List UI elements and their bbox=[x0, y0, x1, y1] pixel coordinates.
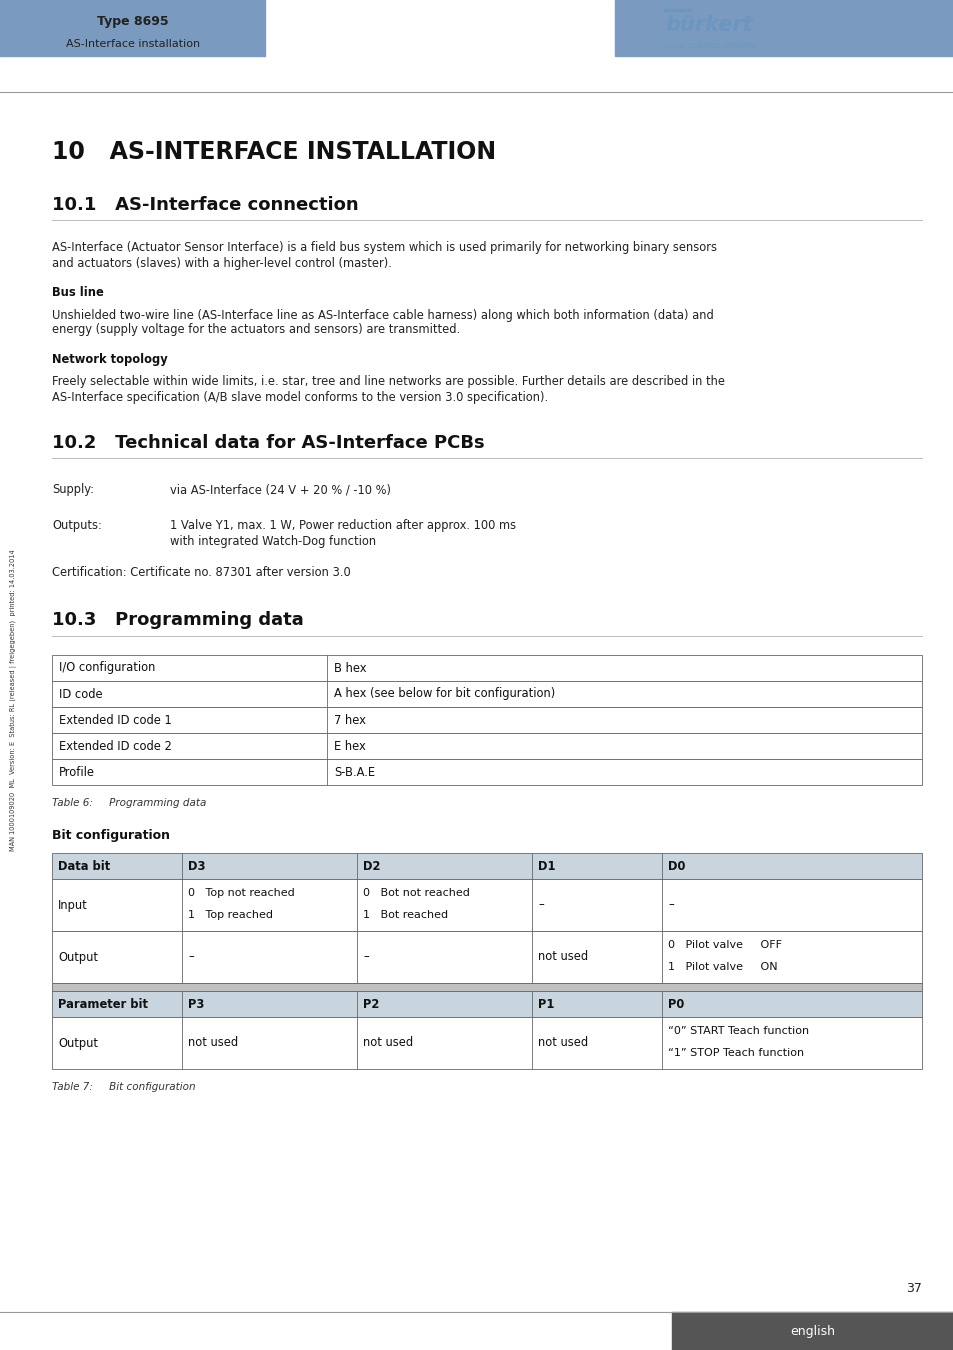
Text: Parameter bit: Parameter bit bbox=[58, 998, 148, 1011]
Text: Bit configuration: Bit configuration bbox=[52, 829, 170, 841]
Bar bbox=[52, 853, 921, 879]
Bar bbox=[52, 931, 921, 983]
Text: not used: not used bbox=[537, 1037, 587, 1049]
Text: 1   Top reached: 1 Top reached bbox=[188, 910, 273, 919]
Text: 0   Pilot valve     OFF: 0 Pilot valve OFF bbox=[667, 940, 781, 950]
Text: Profile: Profile bbox=[59, 765, 95, 779]
Bar bbox=[0, 0, 265, 55]
Text: Data bit: Data bit bbox=[58, 860, 111, 872]
Text: –: – bbox=[667, 899, 673, 911]
Text: FLUID CONTROL SYSTEMS: FLUID CONTROL SYSTEMS bbox=[664, 43, 754, 49]
Text: not used: not used bbox=[537, 950, 587, 964]
Bar bbox=[52, 655, 921, 680]
Text: –: – bbox=[537, 899, 543, 911]
Text: A hex (see below for bit configuration): A hex (see below for bit configuration) bbox=[334, 687, 555, 701]
Text: D0: D0 bbox=[667, 860, 684, 872]
Text: B hex: B hex bbox=[334, 662, 366, 675]
Text: –: – bbox=[188, 950, 193, 964]
Text: Extended ID code 1: Extended ID code 1 bbox=[59, 714, 172, 726]
Text: 10.1   AS-Interface connection: 10.1 AS-Interface connection bbox=[52, 196, 358, 215]
Text: ID code: ID code bbox=[59, 687, 103, 701]
Text: Output: Output bbox=[58, 950, 98, 964]
Text: 7 hex: 7 hex bbox=[334, 714, 366, 726]
Text: energy (supply voltage for the actuators and sensors) are transmitted.: energy (supply voltage for the actuators… bbox=[52, 324, 459, 336]
Text: 37: 37 bbox=[905, 1281, 921, 1295]
Text: 10.2   Technical data for AS-Interface PCBs: 10.2 Technical data for AS-Interface PCB… bbox=[52, 433, 484, 452]
Text: AS-Interface installation: AS-Interface installation bbox=[66, 39, 200, 49]
Text: S-B.A.E: S-B.A.E bbox=[334, 765, 375, 779]
Text: E hex: E hex bbox=[334, 740, 365, 752]
Text: Outputs:: Outputs: bbox=[52, 518, 102, 532]
Text: not used: not used bbox=[188, 1037, 238, 1049]
Text: Table 7:     Bit configuration: Table 7: Bit configuration bbox=[52, 1081, 195, 1092]
Bar bbox=[52, 991, 921, 1017]
Text: 1 Valve Y1, max. 1 W, Power reduction after approx. 100 ms: 1 Valve Y1, max. 1 W, Power reduction af… bbox=[170, 518, 516, 532]
Text: with integrated Watch-Dog function: with integrated Watch-Dog function bbox=[170, 535, 375, 548]
Text: P3: P3 bbox=[188, 998, 204, 1011]
Text: via AS-Interface (24 V + 20 % / -10 %): via AS-Interface (24 V + 20 % / -10 %) bbox=[170, 483, 391, 497]
Text: MAN 1000109020  ML  Version: E  Status: RL (released | freigegeben)  printed: 14: MAN 1000109020 ML Version: E Status: RL … bbox=[10, 549, 17, 850]
Text: D1: D1 bbox=[537, 860, 555, 872]
Text: bürkert: bürkert bbox=[664, 15, 752, 35]
Bar bbox=[52, 879, 921, 931]
Bar bbox=[671, 1312, 953, 1350]
Text: AS-Interface (Actuator Sensor Interface) is a field bus system which is used pri: AS-Interface (Actuator Sensor Interface)… bbox=[52, 242, 717, 255]
Bar bbox=[52, 759, 921, 784]
Text: and actuators (slaves) with a higher-level control (master).: and actuators (slaves) with a higher-lev… bbox=[52, 256, 392, 270]
Text: Type 8695: Type 8695 bbox=[97, 15, 169, 28]
Text: AS-Interface specification (A/B slave model conforms to the version 3.0 specific: AS-Interface specification (A/B slave mo… bbox=[52, 390, 548, 404]
Text: Certification: Certificate no. 87301 after version 3.0: Certification: Certificate no. 87301 aft… bbox=[52, 567, 351, 579]
Text: P1: P1 bbox=[537, 998, 554, 1011]
Text: P2: P2 bbox=[363, 998, 379, 1011]
Text: Input: Input bbox=[58, 899, 88, 911]
Text: “0” START Teach function: “0” START Teach function bbox=[667, 1026, 808, 1035]
Text: Supply:: Supply: bbox=[52, 483, 94, 497]
Text: not used: not used bbox=[363, 1037, 413, 1049]
Bar bbox=[52, 680, 921, 707]
Text: english: english bbox=[790, 1324, 835, 1338]
Text: D3: D3 bbox=[188, 860, 205, 872]
Bar bbox=[52, 707, 921, 733]
Bar bbox=[52, 733, 921, 759]
Text: –: – bbox=[363, 950, 369, 964]
Text: Freely selectable within wide limits, i.e. star, tree and line networks are poss: Freely selectable within wide limits, i.… bbox=[52, 375, 724, 389]
Text: Network topology: Network topology bbox=[52, 354, 168, 366]
Text: I/O configuration: I/O configuration bbox=[59, 662, 155, 675]
Text: Extended ID code 2: Extended ID code 2 bbox=[59, 740, 172, 752]
Text: 1   Pilot valve     ON: 1 Pilot valve ON bbox=[667, 963, 777, 972]
Text: Output: Output bbox=[58, 1037, 98, 1049]
Text: Unshielded two-wire line (AS-Interface line as AS-Interface cable harness) along: Unshielded two-wire line (AS-Interface l… bbox=[52, 309, 713, 321]
Text: 10.3   Programming data: 10.3 Programming data bbox=[52, 612, 303, 629]
Text: 0   Top not reached: 0 Top not reached bbox=[188, 888, 294, 898]
Text: 10   AS-INTERFACE INSTALLATION: 10 AS-INTERFACE INSTALLATION bbox=[52, 140, 496, 163]
Bar bbox=[615, 0, 953, 55]
Text: 0   Bot not reached: 0 Bot not reached bbox=[363, 888, 470, 898]
Text: Table 6:     Programming data: Table 6: Programming data bbox=[52, 798, 206, 809]
Bar bbox=[52, 983, 921, 991]
Text: 1   Bot reached: 1 Bot reached bbox=[363, 910, 448, 919]
Text: Bus line: Bus line bbox=[52, 286, 104, 300]
Text: D2: D2 bbox=[363, 860, 380, 872]
Bar bbox=[52, 1017, 921, 1069]
Text: “1” STOP Teach function: “1” STOP Teach function bbox=[667, 1048, 803, 1058]
Text: P0: P0 bbox=[667, 998, 683, 1011]
